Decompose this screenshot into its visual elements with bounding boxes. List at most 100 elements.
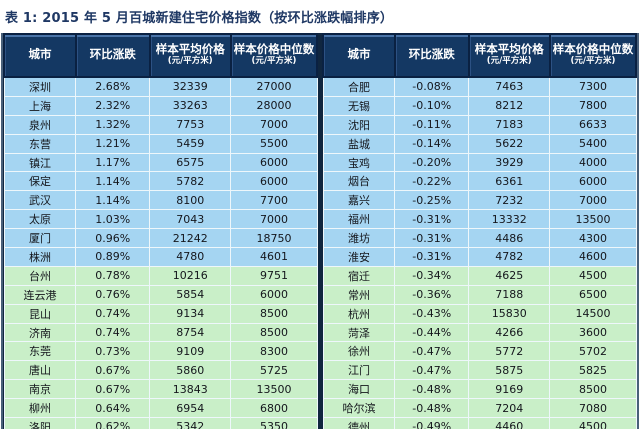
col-header-avg-price: 样本平均价格 (元/平方米) bbox=[467, 33, 551, 78]
table-row: 嘉兴 -0.25% 7232 7000 bbox=[322, 190, 637, 211]
change-cell: -0.11% bbox=[394, 114, 470, 135]
city-cell: 宝鸡 bbox=[322, 152, 396, 173]
change-cell: -0.49% bbox=[394, 417, 470, 429]
change-cell: -0.34% bbox=[394, 265, 470, 286]
col-header-median-price: 样本价格中位数 (元/平方米) bbox=[229, 33, 319, 78]
median-price-cell: 6000 bbox=[230, 171, 318, 192]
change-cell: -0.22% bbox=[394, 171, 470, 192]
median-price-cell: 9751 bbox=[230, 265, 318, 286]
city-cell: 南京 bbox=[3, 379, 77, 400]
city-cell: 盐城 bbox=[322, 133, 396, 154]
city-cell: 洛阳 bbox=[3, 417, 77, 429]
avg-price-cell: 5782 bbox=[149, 171, 232, 192]
change-cell: 1.21% bbox=[75, 133, 151, 154]
change-cell: -0.31% bbox=[394, 228, 470, 249]
col-header-city-label: 城市 bbox=[28, 47, 52, 62]
avg-price-cell: 4625 bbox=[468, 265, 551, 286]
avg-price-cell: 5875 bbox=[468, 360, 551, 381]
table-row: 盐城 -0.14% 5622 5400 bbox=[322, 133, 637, 154]
table-row: 深圳 2.68% 32339 27000 bbox=[3, 76, 318, 97]
avg-price-cell: 5860 bbox=[149, 360, 232, 381]
table-row: 潍坊 -0.31% 4486 4300 bbox=[322, 228, 637, 249]
median-price-cell: 5825 bbox=[549, 360, 637, 381]
avg-price-cell: 15830 bbox=[468, 303, 551, 324]
col-header-median-price-label: 样本价格中位数 bbox=[233, 42, 315, 56]
table-row: 武汉 1.14% 8100 7700 bbox=[3, 190, 318, 211]
change-cell: 1.14% bbox=[75, 171, 151, 192]
change-cell: 1.17% bbox=[75, 152, 151, 173]
median-price-cell: 8500 bbox=[549, 379, 637, 400]
col-header-median-price: 样本价格中位数 (元/平方米) bbox=[548, 33, 638, 78]
col-header-city: 城市 bbox=[3, 33, 77, 78]
table-row: 杭州 -0.43% 15830 14500 bbox=[322, 303, 637, 324]
change-cell: -0.48% bbox=[394, 398, 470, 419]
change-cell: 0.67% bbox=[75, 379, 151, 400]
table-row: 德州 -0.49% 4460 4500 bbox=[322, 417, 637, 429]
median-price-cell: 7800 bbox=[549, 95, 637, 116]
table-row: 保定 1.14% 5782 6000 bbox=[3, 171, 318, 192]
avg-price-cell: 8100 bbox=[149, 190, 232, 211]
median-price-cell: 28000 bbox=[230, 95, 318, 116]
price-tables: 城市 环比涨跌 样本平均价格 (元/平方米) 样本价格中位数 (元/平方米) 深… bbox=[1, 33, 639, 429]
city-cell: 台州 bbox=[3, 265, 77, 286]
median-price-cell: 4300 bbox=[549, 228, 637, 249]
median-price-cell: 4500 bbox=[549, 417, 637, 429]
median-price-cell: 5400 bbox=[549, 133, 637, 154]
city-cell: 徐州 bbox=[322, 341, 396, 362]
median-price-cell: 8300 bbox=[230, 341, 318, 362]
avg-price-cell: 5342 bbox=[149, 417, 232, 429]
city-cell: 上海 bbox=[3, 95, 77, 116]
table-row: 淮安 -0.31% 4782 4600 bbox=[322, 247, 637, 267]
avg-price-cell: 5622 bbox=[468, 133, 551, 154]
median-price-cell: 7000 bbox=[230, 209, 318, 230]
avg-price-cell: 9109 bbox=[149, 341, 232, 362]
avg-price-cell: 7043 bbox=[149, 209, 232, 230]
col-header-median-price-unit: (元/平方米) bbox=[570, 56, 616, 67]
col-header-avg-price-label: 样本平均价格 bbox=[474, 42, 544, 56]
avg-price-cell: 8754 bbox=[149, 322, 232, 343]
avg-price-cell: 6575 bbox=[149, 152, 232, 173]
table-row: 连云港 0.76% 5854 6000 bbox=[3, 284, 318, 305]
change-cell: -0.10% bbox=[394, 95, 470, 116]
table-row: 太原 1.03% 7043 7000 bbox=[3, 209, 318, 230]
table-row: 无锡 -0.10% 8212 7800 bbox=[322, 95, 637, 116]
median-price-cell: 6000 bbox=[230, 284, 318, 305]
median-price-cell: 5725 bbox=[230, 360, 318, 381]
median-price-cell: 7300 bbox=[549, 76, 637, 97]
change-cell: -0.08% bbox=[394, 76, 470, 97]
col-header-avg-price-unit: (元/平方米) bbox=[167, 56, 213, 67]
table-body-left: 深圳 2.68% 32339 27000 上海 2.32% 33263 28000 泉州 1.32… bbox=[3, 76, 318, 429]
city-cell: 淮安 bbox=[322, 247, 396, 267]
table-row: 常州 -0.36% 7188 6500 bbox=[322, 284, 637, 305]
change-cell: 0.64% bbox=[75, 398, 151, 419]
median-price-cell: 7000 bbox=[230, 114, 318, 135]
change-cell: 2.68% bbox=[75, 76, 151, 97]
avg-price-cell: 4780 bbox=[149, 247, 232, 267]
table-row: 济南 0.74% 8754 8500 bbox=[3, 322, 318, 343]
city-cell: 厦门 bbox=[3, 228, 77, 249]
price-table-left: 城市 环比涨跌 样本平均价格 (元/平方米) 样本价格中位数 (元/平方米) 深… bbox=[3, 33, 319, 429]
avg-price-cell: 7183 bbox=[468, 114, 551, 135]
col-header-change: 环比涨跌 bbox=[74, 33, 151, 78]
table-header-right: 城市 环比涨跌 样本平均价格 (元/平方米) 样本价格中位数 (元/平方米) bbox=[322, 33, 638, 78]
change-cell: 1.32% bbox=[75, 114, 151, 135]
city-cell: 连云港 bbox=[3, 284, 77, 305]
table-row: 菏泽 -0.44% 4266 3600 bbox=[322, 322, 637, 343]
city-cell: 潍坊 bbox=[322, 228, 396, 249]
table-row: 上海 2.32% 33263 28000 bbox=[3, 95, 318, 116]
median-price-cell: 8500 bbox=[230, 303, 318, 324]
table-row: 镇江 1.17% 6575 6000 bbox=[3, 152, 318, 173]
avg-price-cell: 9134 bbox=[149, 303, 232, 324]
table-row: 哈尔滨 -0.48% 7204 7080 bbox=[322, 398, 637, 419]
median-price-cell: 13500 bbox=[549, 209, 637, 230]
city-cell: 柳州 bbox=[3, 398, 77, 419]
city-cell: 江门 bbox=[322, 360, 396, 381]
avg-price-cell: 4460 bbox=[468, 417, 551, 429]
change-cell: 2.32% bbox=[75, 95, 151, 116]
table-header-left: 城市 环比涨跌 样本平均价格 (元/平方米) 样本价格中位数 (元/平方米) bbox=[3, 33, 319, 78]
median-price-cell: 7000 bbox=[549, 190, 637, 211]
avg-price-cell: 7204 bbox=[468, 398, 551, 419]
price-table-right: 城市 环比涨跌 样本平均价格 (元/平方米) 样本价格中位数 (元/平方米) 合… bbox=[322, 33, 638, 429]
avg-price-cell: 3929 bbox=[468, 152, 551, 173]
